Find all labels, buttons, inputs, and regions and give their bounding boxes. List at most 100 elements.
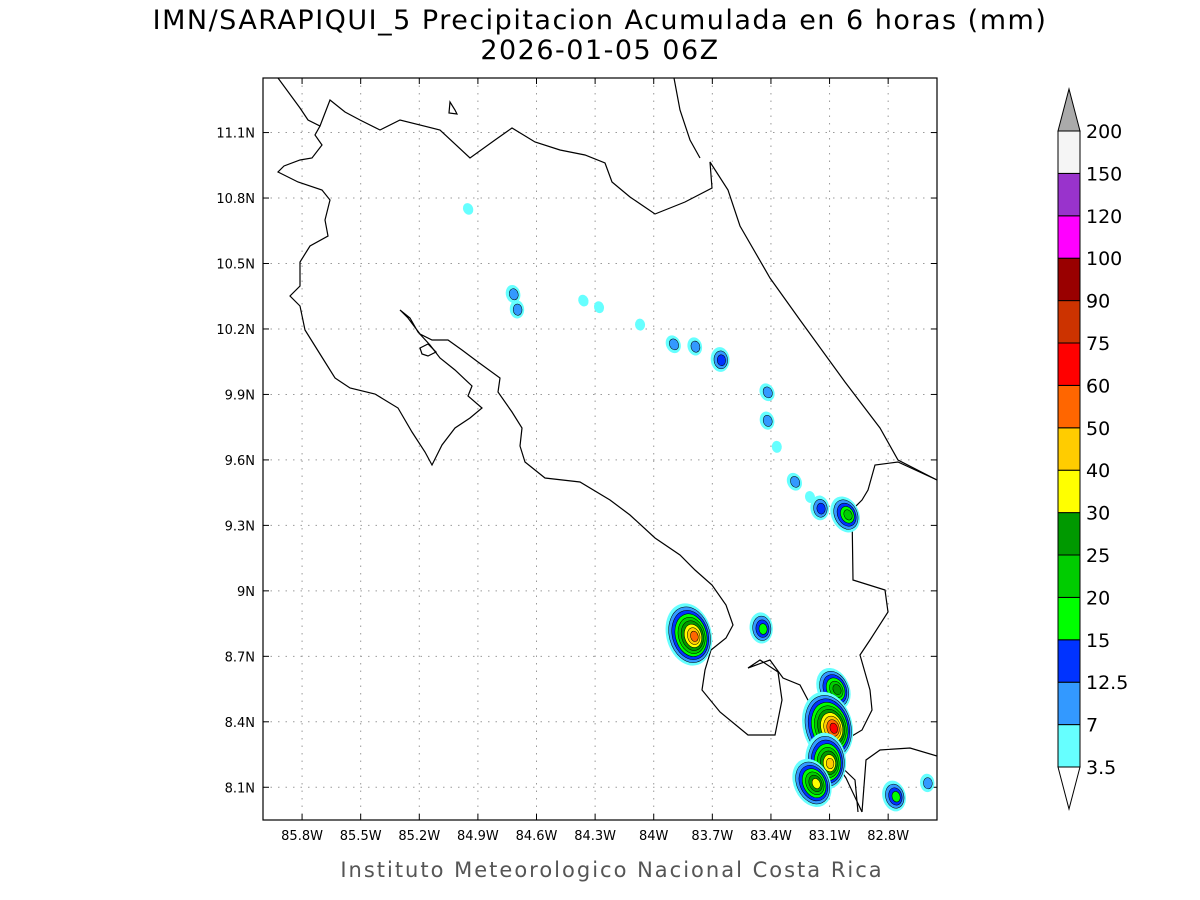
precip-contour (811, 778, 821, 789)
map-footer-credit: Instituto Meteorologico Nacional Costa R… (340, 858, 883, 882)
precip-contour (923, 777, 933, 790)
lat-tick-label: 9.3N (225, 519, 255, 534)
precip-cell (505, 284, 521, 304)
colorbar-swatch (1057, 427, 1081, 471)
precip-contour (669, 338, 679, 351)
colorbar-label: 3.5 (1086, 757, 1116, 779)
colorbar-label: 150 (1086, 163, 1122, 185)
precip-cell (509, 300, 525, 319)
colorbar-label: 30 (1086, 503, 1110, 525)
precip-contour (771, 440, 782, 453)
lake-island (448, 100, 459, 115)
precip-contour (762, 386, 773, 399)
precip-contour (826, 757, 835, 770)
lon-tick-label: 84.3W (574, 829, 616, 844)
lat-tick-label: 11.1N (216, 127, 255, 142)
colorbar-swatch (1057, 596, 1081, 641)
precip-contour (891, 791, 901, 803)
colorbar-swatch (1057, 384, 1081, 429)
precip-cell (593, 301, 605, 314)
lat-tick-label: 8.1N (225, 781, 255, 796)
map-title-line1: IMN/SARAPIQUI_5 Precipitacion Acumulada … (153, 5, 1048, 36)
colorbar-swatch (1057, 554, 1081, 598)
precip-contour (508, 288, 519, 301)
lake-shore-line (673, 78, 701, 159)
colorbar-label: 75 (1086, 333, 1110, 355)
lon-tick-label: 84.6W (516, 829, 558, 844)
precip-cell (771, 440, 782, 453)
precip-contour (832, 684, 842, 695)
precip-contour (790, 476, 801, 488)
precip-cell (759, 383, 775, 402)
lat-tick-label: 9.9N (225, 388, 255, 403)
precip-contour (716, 354, 726, 366)
lat-tick-label: 9N (237, 585, 255, 600)
colorbar-label: 90 (1086, 291, 1110, 313)
lat-tick-label: 10.8N (216, 192, 255, 207)
colorbar-swatch (1057, 724, 1081, 768)
colorbar-bottom-arrow (1057, 766, 1081, 811)
colorbar-swatch (1057, 512, 1081, 556)
colorbar-label: 25 (1086, 545, 1110, 567)
colorbar-top-arrow (1057, 87, 1081, 132)
precip-contour (690, 340, 701, 353)
colorbar-swatch (1057, 172, 1081, 217)
lon-tick-label: 83.4W (750, 829, 792, 844)
precip-contour (462, 203, 474, 215)
colorbar-label: 50 (1086, 418, 1110, 440)
colorbar-swatch (1057, 469, 1081, 514)
precip-cell (759, 411, 775, 430)
colorbar-label: 12.5 (1086, 672, 1128, 694)
colorbar-label: 7 (1086, 715, 1098, 737)
precip-cell (920, 773, 935, 793)
lon-tick-label: 83.7W (691, 829, 733, 844)
latitude-tick-labels: 11.1N 10.8N 10.5N 10.2N 9.9N 9.6N 9.3N 9N 8.7N 8.… (216, 127, 255, 797)
lat-tick-label: 9.6N (225, 454, 255, 469)
precip-contour (635, 318, 646, 331)
precip-cell (830, 496, 860, 533)
colorbar: 3.5 7 12.5 15 20 25 30 40 50 60 75 90 100 120 150 200 (1057, 87, 1128, 811)
precip-contour (593, 301, 605, 314)
longitude-tick-labels: 85.8W 85.5W 85.2W 84.9W 84.6W 84.3W 84W 83.7W 83… (281, 829, 909, 844)
lat-tick-label: 8.4N (225, 716, 255, 731)
precip-cell (635, 318, 646, 331)
precipitation-cells (462, 203, 935, 812)
colorbar-label: 40 (1086, 460, 1110, 482)
precip-cell (882, 780, 906, 812)
pacific-coast-line (276, 125, 863, 813)
colorbar-swatch (1057, 300, 1081, 344)
colorbar-label: 20 (1086, 587, 1110, 609)
precip-cell (749, 612, 773, 644)
plot-frame (262, 77, 938, 821)
precip-cell (578, 294, 589, 307)
colorbar-label: 60 (1086, 375, 1110, 397)
colorbar-label: 15 (1086, 630, 1110, 652)
lon-tick-label: 84W (639, 829, 669, 844)
colorbar-label: 200 (1086, 121, 1122, 143)
precip-cell (792, 758, 832, 807)
lon-tick-label: 85.5W (340, 829, 382, 844)
lat-tick-label: 8.7N (225, 650, 255, 665)
colorbar-swatch (1057, 257, 1081, 302)
lake-arenal (419, 343, 438, 357)
precip-cell (665, 335, 681, 354)
precip-contour (758, 623, 768, 635)
precip-contour (762, 415, 773, 427)
burica-coast-line (861, 747, 937, 813)
precip-cell (462, 203, 474, 215)
colorbar-label: 120 (1086, 206, 1122, 228)
lon-tick-label: 83.1W (809, 829, 851, 844)
precip-cell (687, 337, 703, 356)
lon-tick-label: 85.2W (398, 829, 440, 844)
lon-tick-label: 85.8W (281, 829, 323, 844)
colorbar-swatch (1057, 639, 1081, 683)
colorbar-swatch (1057, 215, 1081, 259)
lat-tick-label: 10.5N (216, 258, 255, 273)
precip-contour (690, 630, 699, 642)
precip-contour (829, 722, 838, 734)
precip-cell (810, 495, 830, 521)
precip-cell (710, 347, 730, 372)
lat-tick-label: 10.2N (216, 323, 255, 338)
lon-tick-label: 82.8W (867, 829, 909, 844)
